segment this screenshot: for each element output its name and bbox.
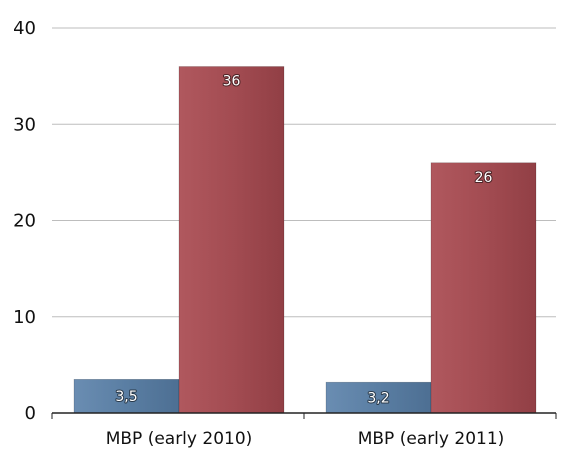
y-axis-tick-labels: 0 10 20 30 40 xyxy=(13,18,36,424)
bar-value-label: 36 xyxy=(223,74,241,90)
bar-blue-0 xyxy=(73,379,180,414)
y-tick-label: 40 xyxy=(13,18,36,39)
y-tick-label: 30 xyxy=(13,114,36,135)
x-category-label: MBP (early 2010) xyxy=(106,429,253,449)
bar-red-0 xyxy=(178,66,285,414)
bar-value-label: 3,2 xyxy=(367,391,389,407)
bar-value-labels: 3,5 36 3,2 26 xyxy=(114,73,493,408)
bar-value-label: 3,5 xyxy=(115,389,137,405)
bar-red-1 xyxy=(430,162,537,414)
bar-value-label: 26 xyxy=(475,170,493,186)
x-category-label: MBP (early 2011) xyxy=(358,429,505,449)
y-tick-label: 10 xyxy=(13,307,36,328)
x-axis xyxy=(51,412,557,419)
y-tick-label: 20 xyxy=(13,211,36,232)
bars xyxy=(73,66,537,414)
x-axis-category-labels: MBP (early 2010) MBP (early 2011) xyxy=(106,429,505,449)
y-tick-label: 0 xyxy=(25,403,36,424)
